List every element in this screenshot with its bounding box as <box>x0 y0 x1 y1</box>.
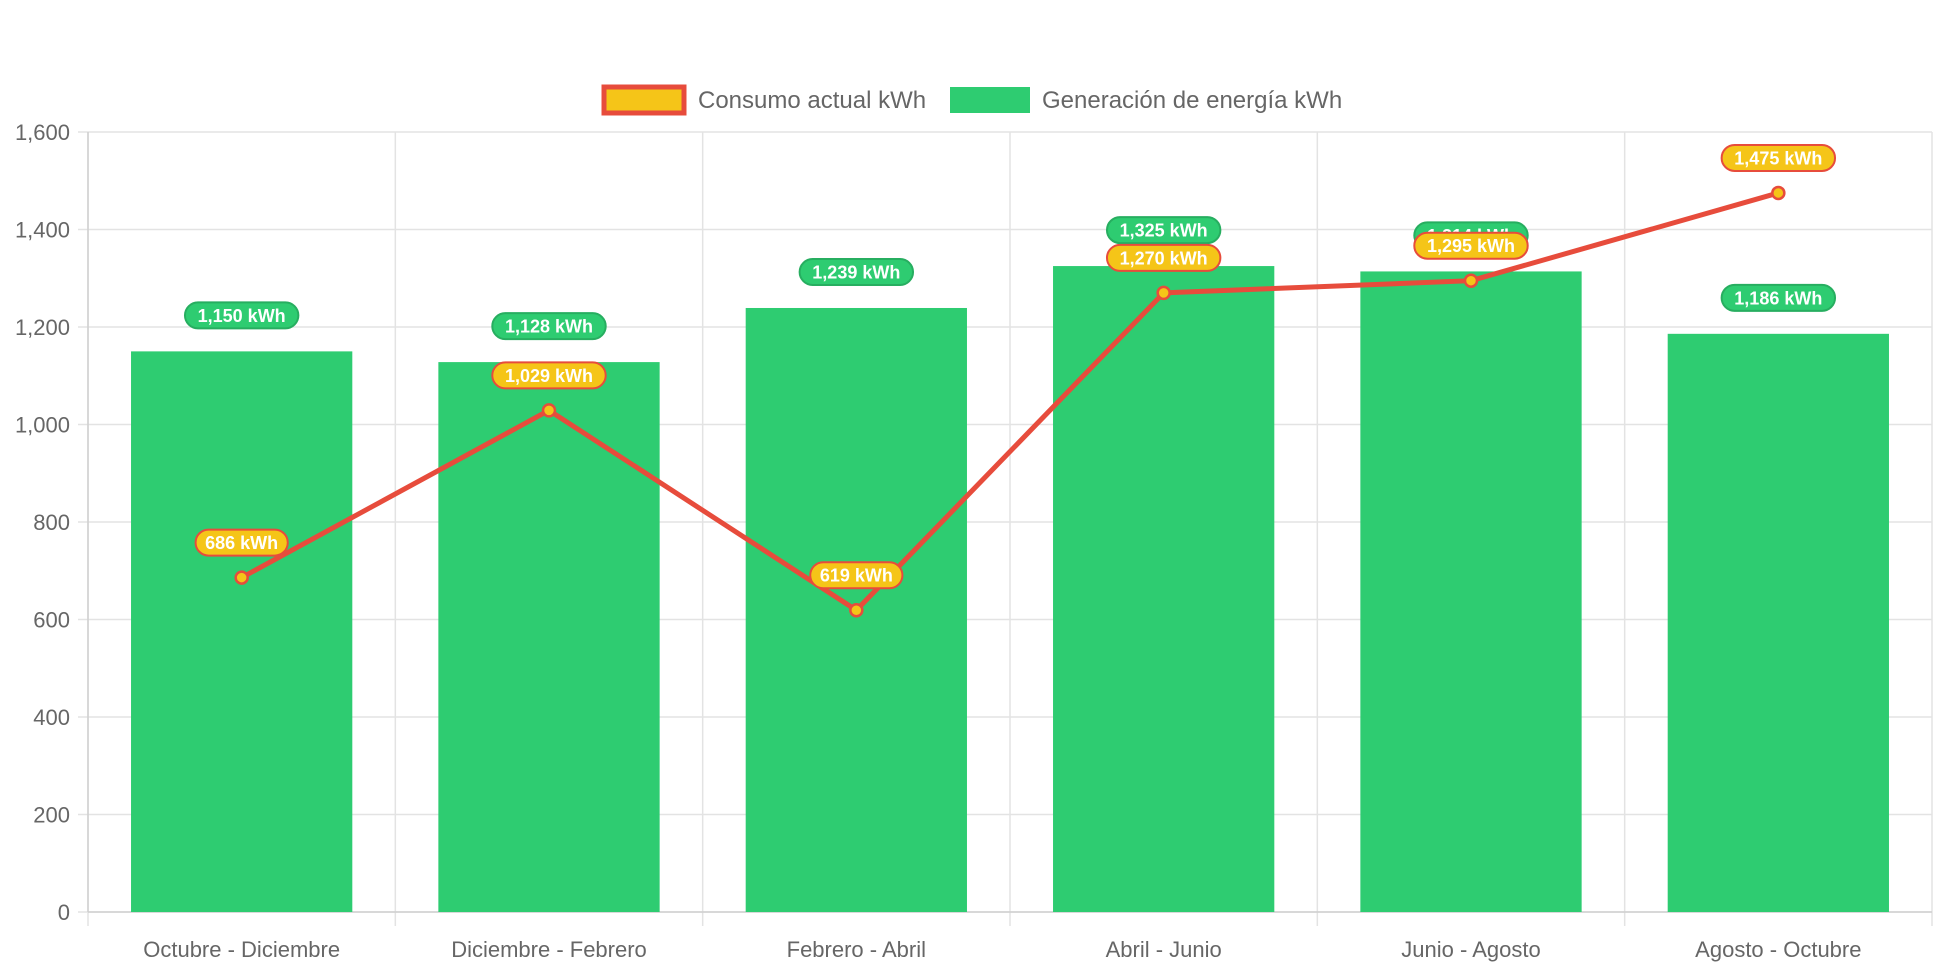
line-point <box>234 570 249 585</box>
x-axis: Octubre - Diciembre Diciembre - Febrero Fe… <box>88 911 1932 962</box>
bar-data-label: 1,325 kWh <box>1120 221 1208 241</box>
line-data-labels: 686 kWh 1,029 kWh 619 kWh 1,270 kWh 1,295 kW… <box>194 143 1837 590</box>
grid-lines <box>78 131 1933 926</box>
line-data-label-bg <box>809 561 904 590</box>
line-data-label-bg <box>491 361 607 390</box>
line-series <box>234 185 1786 618</box>
line-point <box>541 403 557 418</box>
x-tick-label: Junio - Agosto <box>1401 937 1540 962</box>
y-tick-label: 1,600 <box>15 120 70 145</box>
x-tick-label: Diciembre - Febrero <box>451 937 647 962</box>
line-data-label-bg <box>1720 143 1837 172</box>
bar-data-label-bg <box>183 301 300 330</box>
line-path <box>240 190 1780 613</box>
legend-swatch-consumo <box>601 84 687 116</box>
legend: Consumo actual kWh Generación de energía … <box>601 84 1342 116</box>
bar-series <box>131 266 1889 913</box>
x-tick-label: Agosto - Octubre <box>1695 937 1861 962</box>
bar-data-label: 1,186 kWh <box>1734 288 1822 308</box>
y-tick-label: 800 <box>33 510 70 535</box>
x-tick-label: Febrero - Abril <box>787 937 926 962</box>
line-data-label-bg <box>1105 243 1222 272</box>
line-point <box>1156 285 1171 301</box>
y-tick-label: 0 <box>58 900 70 925</box>
legend-label-consumo: Consumo actual kWh <box>698 87 926 114</box>
bar <box>1360 271 1582 912</box>
bar <box>1667 333 1889 912</box>
y-axis: 0 200 400 600 800 1,000 1,200 1,400 1,600 <box>15 120 89 925</box>
legend-swatch-generacion <box>950 87 1030 113</box>
bar <box>131 351 353 912</box>
line-point <box>1463 273 1479 288</box>
x-tick-label: Octubre - Diciembre <box>143 937 340 962</box>
legend-label-generacion: Generación de energía kWh <box>1042 87 1342 114</box>
line-data-label-bg <box>1413 231 1529 260</box>
bar-data-label: 1,150 kWh <box>198 306 286 326</box>
line-data-label-bg <box>194 528 289 557</box>
line-data-label: 1,029 kWh <box>505 366 593 386</box>
bar-data-label-bg <box>491 312 607 341</box>
bar-data-label-bg <box>1720 283 1837 312</box>
bar-data-label: 1,239 kWh <box>812 262 900 282</box>
x-tick-label: Abril - Junio <box>1106 937 1222 962</box>
line-data-label: 1,295 kWh <box>1427 236 1515 256</box>
y-tick-label: 400 <box>33 705 70 730</box>
y-tick-label: 600 <box>33 608 70 633</box>
y-tick-label: 1,200 <box>15 315 70 340</box>
line-data-label: 1,270 kWh <box>1120 248 1208 268</box>
line-data-label: 619 kWh <box>820 566 893 586</box>
y-tick-label: 1,400 <box>15 218 70 243</box>
bar <box>1053 266 1275 912</box>
bar-data-label-bg <box>798 257 915 286</box>
line-data-label: 686 kWh <box>205 533 278 553</box>
y-tick-label: 1,000 <box>15 413 70 438</box>
line-point <box>1771 185 1786 201</box>
bar-data-label-bg <box>1105 216 1222 245</box>
y-tick-label: 200 <box>33 803 70 828</box>
line-data-label: 1,475 kWh <box>1734 148 1822 168</box>
line-point <box>849 602 864 618</box>
bar <box>438 362 660 913</box>
bar-data-label: 1,128 kWh <box>505 317 593 337</box>
